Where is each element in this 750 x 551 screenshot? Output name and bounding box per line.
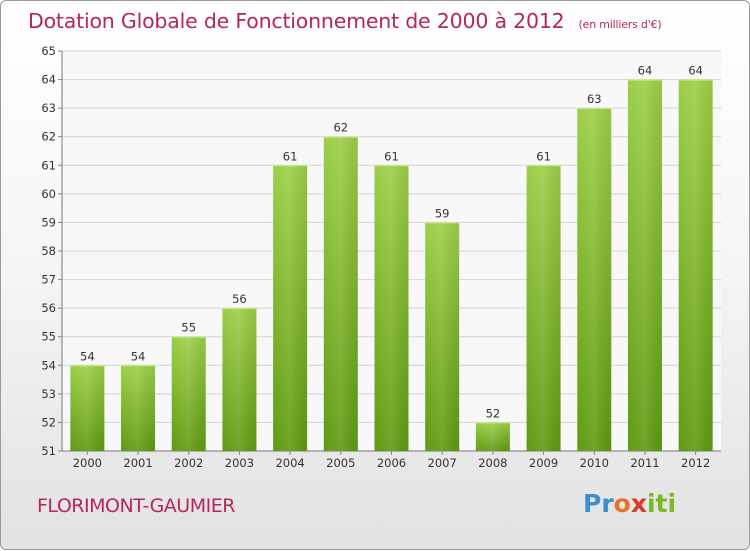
bar-sheen xyxy=(273,165,308,452)
x-tick-label: 2000 xyxy=(73,456,102,470)
x-tick-label: 2002 xyxy=(174,456,203,470)
bar-sheen xyxy=(121,365,156,451)
bar-sheen xyxy=(526,165,561,452)
data-label: 61 xyxy=(283,149,298,163)
x-tick-label: 2008 xyxy=(478,456,507,470)
data-label: 63 xyxy=(587,92,602,106)
bar-sheen xyxy=(577,108,612,452)
y-tick-label: 57 xyxy=(41,273,56,287)
bar-sheen xyxy=(475,422,510,451)
x-tick-label: 2005 xyxy=(326,456,355,470)
x-tick-label: 2003 xyxy=(225,456,254,470)
x-tick-label: 2010 xyxy=(580,456,609,470)
y-tick-label: 52 xyxy=(41,415,56,429)
data-label: 59 xyxy=(435,206,450,220)
x-tick-label: 2009 xyxy=(529,456,558,470)
y-tick-label: 53 xyxy=(41,387,56,401)
plot-area: 51 52 53 54 55 56 57 58 59 60 61 62 63 64 65 54 2000 54 20… xyxy=(41,44,721,470)
y-tick-label: 56 xyxy=(41,301,56,315)
y-tick-label: 64 xyxy=(41,73,56,87)
y-tick-label: 51 xyxy=(41,444,56,458)
x-tick-label: 2004 xyxy=(275,456,304,470)
y-tick-label: 60 xyxy=(41,187,56,201)
data-label: 52 xyxy=(486,406,501,420)
chart-title-text: Dotation Globale de Fonctionnement de 20… xyxy=(28,9,565,33)
bar-sheen xyxy=(678,79,713,452)
place-name: FLORIMONT-GAUMIER xyxy=(37,495,235,517)
y-tick-label: 65 xyxy=(41,44,56,58)
data-label: 64 xyxy=(688,64,703,78)
bar-sheen xyxy=(425,222,460,451)
data-label: 55 xyxy=(181,321,196,335)
data-label: 64 xyxy=(638,64,653,78)
y-tick-label: 58 xyxy=(41,244,56,258)
bar-sheen xyxy=(70,365,105,451)
y-tick-label: 55 xyxy=(41,330,56,344)
data-label: 54 xyxy=(131,349,146,363)
bar-sheen xyxy=(627,79,662,452)
y-tick-label: 59 xyxy=(41,215,56,229)
chart-unit: (en milliers d'€) xyxy=(578,18,662,31)
x-tick-label: 2012 xyxy=(681,456,710,470)
proxiti-logo[interactable]: Proxiti xyxy=(583,489,677,518)
data-label: 62 xyxy=(333,121,348,135)
data-label: 61 xyxy=(536,149,551,163)
data-label: 56 xyxy=(232,292,247,306)
bar-sheen xyxy=(222,308,257,451)
x-tick-label: 2011 xyxy=(630,456,659,470)
data-label: 54 xyxy=(80,349,95,363)
x-tick-label: 2007 xyxy=(428,456,457,470)
bar-sheen xyxy=(323,136,358,451)
x-tick-label: 2001 xyxy=(123,456,152,470)
bar-sheen xyxy=(171,336,206,451)
y-tick-label: 62 xyxy=(41,130,56,144)
chart-title: Dotation Globale de Fonctionnement de 20… xyxy=(28,9,662,33)
data-label: 61 xyxy=(384,149,399,163)
x-tick-label: 2006 xyxy=(377,456,406,470)
bar-sheen xyxy=(374,165,409,452)
y-tick-label: 61 xyxy=(41,158,56,172)
y-tick-label: 63 xyxy=(41,101,56,115)
y-tick-label: 54 xyxy=(41,358,56,372)
